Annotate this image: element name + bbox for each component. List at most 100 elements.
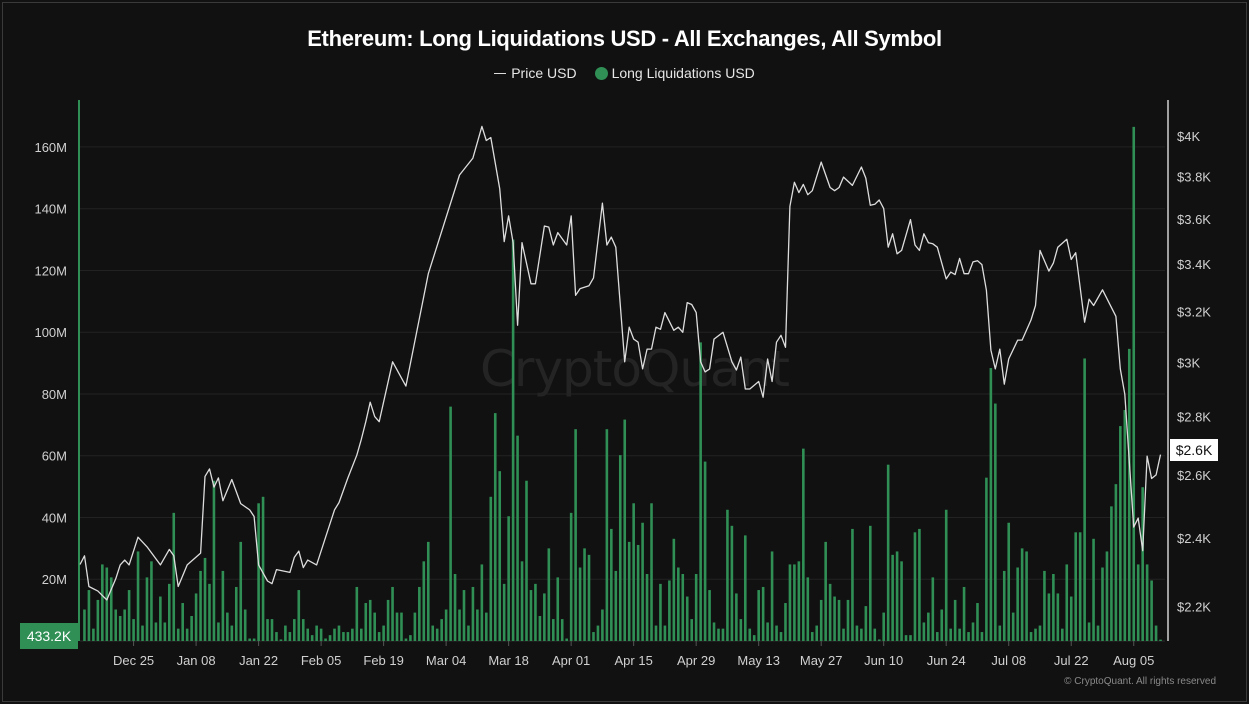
x-axis-tick-label: Jun 10 [864, 653, 903, 668]
liquidation-bar [998, 625, 1002, 641]
x-axis-tick-label: Feb 05 [301, 653, 341, 668]
liquidation-bar [574, 429, 577, 641]
liquidation-bar [431, 625, 435, 641]
liquidation-bar [877, 639, 881, 641]
liquidation-bar [873, 628, 877, 641]
x-axis-tick-label: Jun 24 [927, 653, 966, 668]
liquidation-bar [502, 583, 506, 641]
liquidation-bar [507, 516, 510, 641]
liquidation-bar [377, 632, 381, 641]
liquidation-bar [953, 599, 957, 641]
liquidation-bar [1016, 567, 1019, 641]
liquidation-bar [784, 603, 787, 641]
liquidation-bar [860, 628, 863, 641]
liquidation-bar [940, 609, 944, 641]
liquidation-bar [1065, 564, 1069, 641]
liquidation-bar [1119, 426, 1122, 641]
liquidation-bar [980, 632, 984, 641]
liquidation-bar [1096, 625, 1100, 641]
legend-price-line-icon [494, 72, 507, 74]
legend-liquidations-label[interactable]: Long Liquidations USD [611, 65, 755, 82]
x-axis-tick-label: Jan 22 [239, 653, 278, 668]
liquidation-bar [802, 448, 805, 641]
liquidation-bar [297, 590, 301, 641]
liquidation-bar [931, 577, 935, 641]
watermark-logo: CryptoQuant [480, 340, 790, 398]
liquidation-bar [1056, 593, 1060, 641]
liquidation-bar [918, 528, 921, 641]
liquidation-bar [543, 593, 546, 641]
legend: Price USD Long Liquidations USD [0, 64, 1249, 81]
liquidation-bar [168, 583, 171, 641]
liquidation-bar [605, 429, 609, 641]
liquidation-bar [87, 590, 91, 641]
liquidation-bar [721, 628, 725, 641]
liquidation-bar [1150, 580, 1153, 641]
liquidation-bar [324, 638, 327, 641]
liquidation-bar [913, 532, 917, 641]
x-axis-tick-label: Dec 25 [113, 653, 154, 668]
liquidation-bar [208, 583, 211, 641]
liquidation-bar [337, 625, 341, 641]
liquidation-bar [833, 596, 836, 641]
liquidation-bar [1092, 538, 1095, 641]
right-axis-tick-label: $3.8K [1177, 169, 1211, 184]
liquidation-bar [516, 435, 519, 641]
liquidation-bar [234, 586, 238, 641]
liquidation-bar [1083, 358, 1086, 641]
liquidation-bar [766, 622, 769, 641]
liquidation-bar [163, 622, 167, 641]
right-axis-tick-label: $4K [1177, 129, 1200, 144]
liquidation-bar [985, 477, 988, 641]
liquidation-bar [529, 590, 533, 641]
liquidation-bar [83, 609, 86, 641]
liquidation-bar [743, 535, 747, 641]
liquidation-bar [101, 564, 104, 641]
liquidation-bar [476, 609, 479, 641]
liquidation-bar [1159, 639, 1162, 641]
liquidation-bar [927, 612, 930, 641]
liquidation-bar [288, 632, 292, 641]
liquidation-bar [775, 625, 778, 641]
liquidation-bar [1047, 593, 1051, 641]
liquidation-bar [904, 635, 908, 641]
liquidation-bar [239, 541, 243, 641]
liquidation-bar [1154, 625, 1158, 641]
liquidation-bar [900, 561, 903, 641]
liquidation-bar [592, 632, 595, 641]
liquidation-bar [632, 503, 635, 641]
liquidation-bar [677, 567, 680, 641]
x-axis-tick-label: Aug 05 [1113, 653, 1154, 668]
liquidation-bar [810, 632, 814, 641]
liquidation-bar [565, 638, 568, 641]
liquidation-bar [150, 561, 153, 641]
liquidation-bar [248, 638, 251, 641]
x-axis-tick-label: Jan 08 [177, 653, 216, 668]
x-axis-tick-label: May 13 [737, 653, 780, 668]
right-axis-tick-label: $3.4K [1177, 257, 1211, 272]
liquidation-bar [266, 619, 269, 641]
liquidation-bar [547, 548, 551, 641]
liquidation-bar [1002, 570, 1006, 641]
legend-price-label[interactable]: Price USD [511, 65, 577, 82]
liquidation-bar [359, 628, 363, 641]
right-axis-tick-label: $2.6K [1177, 468, 1211, 483]
liquidation-bar [636, 544, 640, 641]
liquidation-bar [319, 628, 323, 641]
liquidation-bar [663, 625, 667, 641]
liquidation-bar [614, 570, 618, 641]
liquidation-bar [846, 599, 850, 641]
liquidation-bar [395, 612, 399, 641]
liquidation-bar [109, 577, 113, 641]
liquidation-bar [123, 609, 126, 641]
liquidation-bar [610, 528, 613, 641]
x-axis-tick-label: Apr 15 [615, 653, 653, 668]
liquidation-bar [449, 406, 452, 641]
liquidation-bar [400, 612, 403, 641]
liquidation-bar [243, 609, 247, 641]
liquidation-bar [534, 583, 537, 641]
liquidation-bar [226, 612, 229, 641]
copyright: © CryptoQuant. All rights reserved [1064, 676, 1216, 687]
liquidation-bar [1061, 628, 1064, 641]
